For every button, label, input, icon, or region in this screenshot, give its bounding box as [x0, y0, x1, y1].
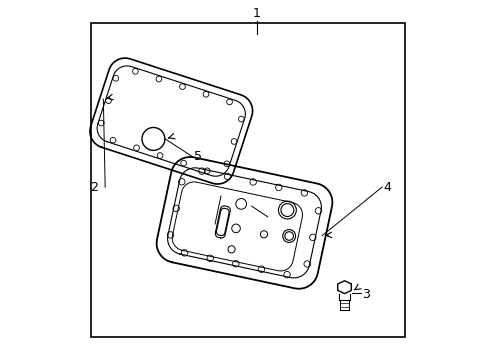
- Text: 2: 2: [90, 181, 98, 194]
- Text: 5: 5: [194, 150, 202, 163]
- Text: 4: 4: [383, 181, 390, 194]
- Text: 3: 3: [361, 288, 369, 301]
- Text: 1: 1: [253, 8, 261, 21]
- Bar: [91, 23, 405, 337]
